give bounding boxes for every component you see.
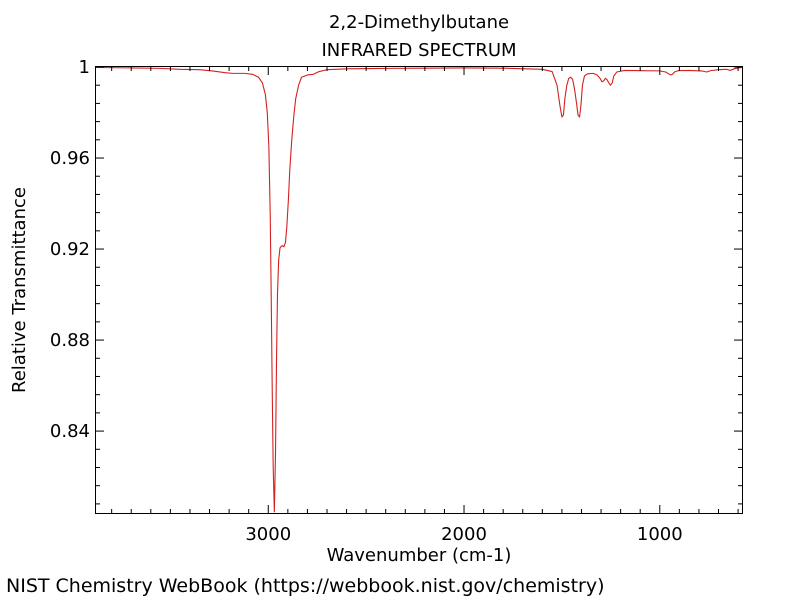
x-tick-label: 2000 [441,524,487,545]
x-tick-label: 3000 [245,524,291,545]
ir-spectrum-chart: 2,2-Dimethylbutane INFRARED SPECTRUM 300… [9,12,743,566]
spectrum-line-0 [96,67,742,513]
x-axis-label: Wavenumber (cm-1) [327,545,512,566]
plot-content [96,67,742,513]
y-tick-label: 0.96 [50,148,90,169]
chart-title: 2,2-Dimethylbutane [329,12,509,33]
source-credit: NIST Chemistry WebBook (https://webbook.… [6,575,605,597]
y-axis-label: Relative Transmittance [9,187,30,393]
y-tick-label: 0.92 [50,239,90,260]
y-tick-label: 0.84 [50,421,90,442]
y-tick-label: 0.88 [50,330,90,351]
y-tick-label: 1 [79,57,90,78]
chart-subtitle: INFRARED SPECTRUM [321,40,516,61]
x-tick-label: 1000 [637,524,683,545]
axis-ticks: 3000 2000 1000 1 0.96 0.92 0.88 0.84 [50,57,742,545]
plot-frame [95,66,743,514]
